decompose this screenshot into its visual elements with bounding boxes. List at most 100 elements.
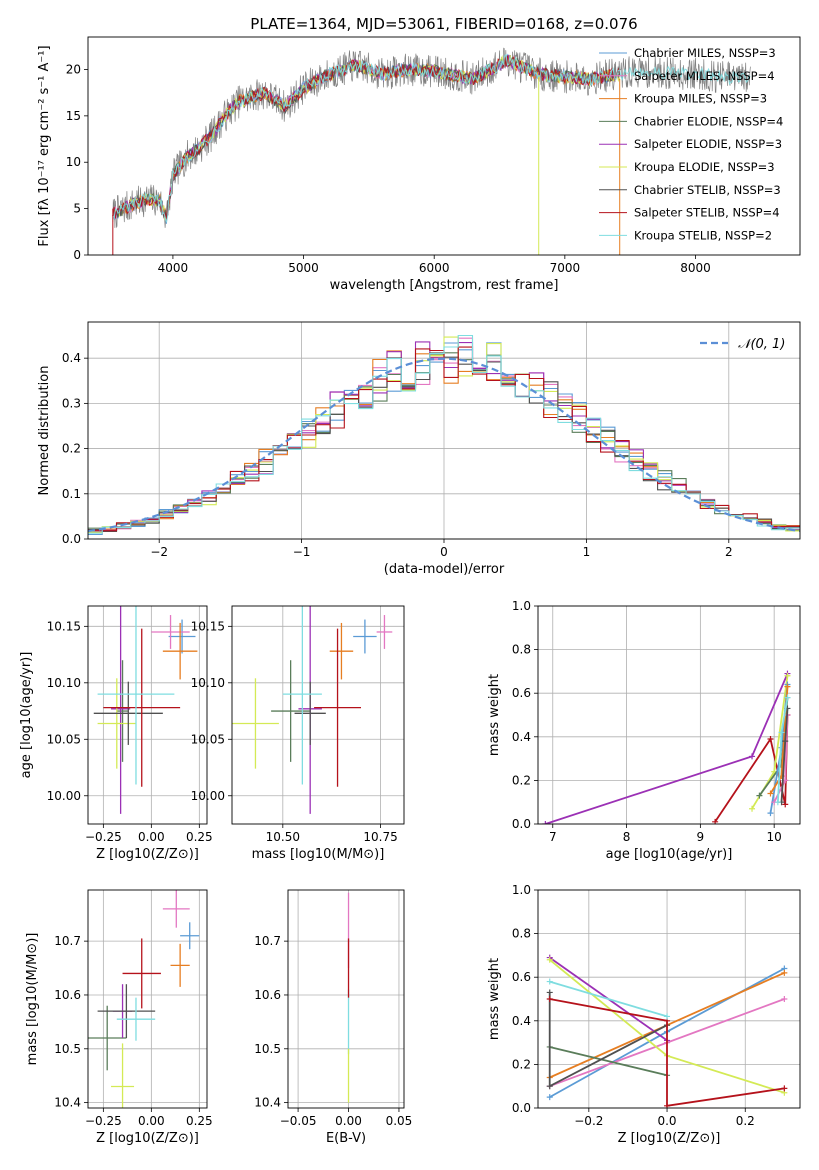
y-tick-label: 0.4: [512, 1014, 531, 1028]
x-tick-label: 4000: [158, 261, 189, 275]
weight_vs_age-axes: 7 8 9 10 0.0 0.2 0.4 0.6 0.8 1.0: [512, 599, 800, 844]
y-tick-label: 0.0: [512, 1101, 531, 1115]
errorbar-kroupa_miles: [162, 622, 198, 680]
errorbar-salpeter_miles: [376, 615, 393, 649]
weight-marker: [778, 729, 785, 736]
x-tick-label: −1: [293, 545, 311, 559]
x-axis-label: Z [log10(Z/Z⊙)]: [618, 1131, 721, 1146]
legend-label: Kroupa ELODIE, NSSP=3: [634, 160, 775, 174]
y-tick-label: 10.6: [254, 988, 281, 1002]
residuals-frame: [87, 321, 801, 540]
x-axis-label: wavelength [Angstrom, rest frame]: [330, 278, 559, 293]
errorbar-kroupa_elodie: [111, 1043, 135, 1108]
model-spectrum-kroupa_stelib: [112, 53, 751, 223]
errorbar-salpeter_miles: [151, 615, 190, 649]
age_vs_Z-plot-area: [93, 606, 198, 814]
x-tick-label: 5000: [288, 261, 319, 275]
legend-label: Salpeter MILES, NSSP=4: [634, 69, 775, 83]
weight-marker: [781, 969, 788, 976]
errorbar-chabrier_elodie: [88, 1005, 127, 1071]
weight_vs_Z-plot-area: [546, 954, 788, 1108]
y-tick-label: 0.0: [512, 817, 531, 831]
y-tick-label: 1.0: [512, 883, 531, 897]
errorbar-kroupa_stelib: [282, 606, 322, 785]
spectrum-plot-area: [112, 47, 751, 255]
y-tick-label: 15: [66, 109, 81, 123]
residual-histogram-kroupa_stelib: [88, 334, 800, 534]
errorbar-kroupa_miles: [329, 622, 354, 680]
errorbar-kroupa_elodie: [232, 678, 279, 769]
weight-marker: [546, 989, 553, 996]
errorbar-chabrier_stelib: [93, 681, 163, 745]
x-axis-label: E(B-V): [326, 1131, 366, 1146]
weight-marker: [542, 821, 549, 824]
x-tick-label: 0.00: [138, 1114, 165, 1128]
residuals-plot-area: [88, 334, 800, 536]
weight-marker: [546, 978, 553, 985]
y-axis-label: mass weight: [487, 674, 502, 756]
residual-histogram-salpeter_stelib: [88, 346, 800, 532]
y-tick-label: 0.6: [512, 686, 531, 700]
errorbar-salpeter_stelib: [314, 628, 361, 787]
weight-marker: [546, 1083, 553, 1090]
y-tick-label: 10.00: [47, 789, 81, 803]
errorbar-chabrier_elodie: [271, 660, 311, 762]
y-tick-label: 10.10: [47, 676, 81, 690]
weight-line-chabrier_stelib: [548, 992, 668, 1088]
errorbar-salpeter_elodie: [111, 606, 131, 814]
errorbar-kroupa_stelib: [116, 997, 156, 1041]
weight_vs_age-frame: [537, 605, 801, 825]
y-tick-label: 0.6: [512, 970, 531, 984]
weight-marker: [781, 996, 788, 1002]
y-tick-label: 10.00: [191, 789, 225, 803]
mass_vs_ebv-frame: [287, 889, 405, 1109]
x-tick-label: 9: [697, 830, 705, 844]
x-tick-label: 10.50: [266, 830, 300, 844]
weight_vs_age-grid: [538, 605, 800, 825]
age_vs_mass-axes: 10.50 10.75 10.00 10.05 10.10 10.15: [191, 606, 404, 844]
weight-line-chabrier_elodie: [549, 1046, 668, 1077]
y-tick-label: 10.10: [191, 676, 225, 690]
y-tick-label: 5: [73, 202, 81, 216]
weight-marker: [749, 753, 756, 760]
y-tick-label: 0.1: [62, 487, 81, 501]
weight-marker: [774, 799, 781, 806]
x-axis-label: Z [log10(Z/Z⊙)]: [96, 1131, 199, 1146]
y-tick-label: 10.5: [254, 1042, 281, 1056]
mass_vs_Z-plot-area: [88, 890, 200, 1108]
y-tick-label: 0.3: [62, 396, 81, 410]
y-tick-label: 0.4: [512, 730, 531, 744]
y-tick-label: 10.7: [254, 934, 281, 948]
weight-marker: [756, 792, 763, 799]
y-tick-label: 10.15: [191, 619, 225, 633]
x-tick-label: −0.25: [85, 1114, 122, 1128]
x-tick-label: 6000: [419, 261, 450, 275]
errorbar-chabrier_miles: [168, 619, 196, 654]
x-tick-label: 0.00: [138, 830, 165, 844]
x-tick-label: 0: [440, 545, 448, 559]
figure-title: PLATE=1364, MJD=53061, FIBERID=0168, z=0…: [250, 15, 637, 33]
y-tick-label: 20: [66, 62, 81, 76]
x-tick-label: 7000: [550, 261, 581, 275]
weight-marker: [781, 1085, 788, 1092]
spectrum-frame: [87, 36, 801, 256]
spectrum-legend: Chabrier MILES, NSSP=3 Salpeter MILES, NS…: [599, 46, 783, 242]
x-axis-label: mass [log10(M/M⊙)]: [252, 847, 385, 862]
x-tick-label: 8000: [680, 261, 711, 275]
legend-label: Kroupa MILES, NSSP=3: [634, 92, 767, 106]
legend-label: 𝒩(0, 1): [738, 337, 785, 352]
y-tick-label: 10.5: [54, 1042, 81, 1056]
age_vs_Z-frame: [87, 605, 208, 825]
legend-label: Chabrier ELODIE, NSSP=4: [634, 114, 783, 128]
weight_vs_age-plot-area: [542, 670, 791, 824]
y-axis-label: Flux [fλ 10⁻¹⁷ erg cm⁻² s⁻¹ A⁻¹]: [37, 45, 52, 246]
weight-marker: [767, 790, 774, 797]
weight-line-kroupa_stelib: [549, 980, 668, 1018]
errorbar-chabrier_elodie: [116, 660, 129, 762]
weight-line-salpeter_stelib: [714, 714, 789, 823]
errorbar-kroupa_elodie: [97, 678, 136, 769]
weight-marker: [749, 805, 756, 812]
y-tick-label: 0.8: [512, 643, 531, 657]
age_vs_Z-axes: −0.25 0.00 0.25 10.00 10.05 10.10 10.15: [47, 606, 213, 844]
legend-label: Chabrier MILES, NSSP=3: [634, 46, 776, 60]
